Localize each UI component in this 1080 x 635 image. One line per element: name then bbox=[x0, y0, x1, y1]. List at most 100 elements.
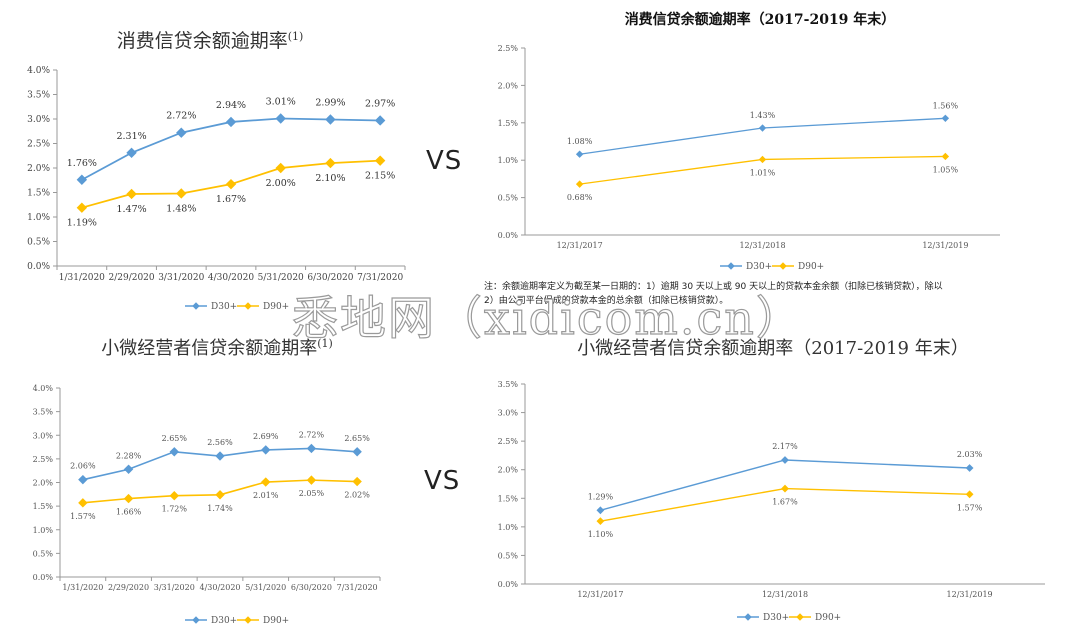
legend-marker bbox=[244, 302, 252, 310]
data-label-d90: 0.68% bbox=[567, 193, 593, 202]
data-label-d30: 1.43% bbox=[750, 111, 776, 120]
data-label-d90: 1.67% bbox=[216, 194, 246, 205]
data-label-d90: 1.10% bbox=[588, 530, 614, 539]
x-tick-label: 12/31/2019 bbox=[922, 241, 968, 250]
data-point-d90 bbox=[575, 180, 584, 188]
y-tick-label: 3.0% bbox=[498, 409, 519, 418]
chart-title-text: 小微经营者信贷余额逾期率（2017-2019 年末） bbox=[577, 338, 968, 359]
data-point-d90 bbox=[941, 152, 950, 161]
data-point-d90 bbox=[306, 475, 317, 485]
y-tick-label: 2.5% bbox=[498, 44, 519, 53]
legend-label: D30+ bbox=[211, 302, 237, 312]
legend-marker bbox=[192, 616, 200, 624]
x-tick-label: 6/30/2020 bbox=[307, 273, 353, 283]
data-point-d90 bbox=[176, 188, 187, 199]
chart-smb-2017-2019-svg: 小微经营者信贷余额逾期率（2017-2019 年末） 0.0% 0.5% 1.0% 1.… bbox=[498, 338, 1045, 623]
data-label-d90: 1.67% bbox=[772, 498, 798, 507]
legend-label: D90+ bbox=[798, 262, 824, 272]
data-point-d90 bbox=[78, 498, 88, 508]
legend-label: D30+ bbox=[746, 262, 772, 272]
y-tick-label: 2.0% bbox=[498, 81, 519, 90]
data-point-d30 bbox=[781, 456, 789, 464]
footnote-line-1: 注：余额逾期率定义为截至某一日期的：1）逾期 30 天以上或 90 天以上的贷款… bbox=[484, 282, 943, 292]
data-point-d30 bbox=[352, 447, 362, 457]
y-tick-label: 1.5% bbox=[498, 119, 519, 128]
x-tick-label: 4/30/2020 bbox=[208, 273, 254, 283]
chart-title-text: 消费信贷余额逾期率 bbox=[117, 30, 288, 52]
data-label-d90: 1.66% bbox=[116, 508, 142, 517]
y-tick-label: 3.5% bbox=[498, 380, 519, 389]
data-label-d90: 1.47% bbox=[116, 204, 146, 215]
chart-consumer-2017-2019-svg: 消费信贷余额逾期率（2017-2019 年末） 0.0% 0.5% 1.0% 1.5% 2… bbox=[498, 11, 1000, 272]
chart-title-superscript: (1) bbox=[317, 337, 333, 350]
data-point-d90 bbox=[374, 155, 386, 166]
data-point-d30 bbox=[325, 114, 336, 125]
chart-smb-2020: 小微经营者信贷余额逾期率(1) 0.0% 0.5% 1.0% 1.5% 2.0% 2.5% 3… bbox=[0, 320, 420, 635]
y-tick-label: 3.5% bbox=[27, 91, 50, 101]
y-tick-label: 4.0% bbox=[33, 384, 54, 393]
x-tick-label: 12/31/2017 bbox=[577, 590, 623, 599]
y-tick-label: 2.5% bbox=[27, 140, 50, 150]
data-label-d90: 1.05% bbox=[933, 165, 959, 174]
data-label-d90: 2.05% bbox=[299, 489, 325, 498]
data-point-d90 bbox=[596, 517, 605, 526]
chart-title: 消费信贷余额逾期率（2017-2019 年末） bbox=[625, 11, 896, 28]
data-label-d90: 2.02% bbox=[344, 491, 370, 500]
y-tick-label: 1.0% bbox=[33, 526, 54, 535]
series-line-d30 bbox=[81, 117, 381, 181]
data-label-d30: 2.69% bbox=[253, 432, 279, 441]
x-tick-label: 12/31/2018 bbox=[739, 241, 785, 250]
legend-marker bbox=[244, 616, 252, 624]
y-tick-label: 1.5% bbox=[33, 502, 54, 511]
y-tick-label: 1.5% bbox=[498, 494, 519, 503]
vs-label-top: VS bbox=[426, 146, 463, 176]
y-tick-label: 0.5% bbox=[27, 238, 50, 248]
x-tick-label: 1/31/2020 bbox=[62, 583, 103, 592]
data-label-d30: 2.03% bbox=[957, 450, 983, 459]
data-label-d30: 2.17% bbox=[772, 442, 798, 451]
chart-smb-2017-2019: 小微经营者信贷余额逾期率（2017-2019 年末） 0.0% 0.5% 1.0% 1.… bbox=[470, 320, 1070, 635]
footnote-line-2: 2）由公司平台促成的贷款本金的总余额（扣除已核销贷款）。 bbox=[484, 296, 729, 306]
chart-title-text: 小微经营者信贷余额逾期率 bbox=[101, 338, 317, 359]
x-tick-label: 4/30/2020 bbox=[199, 583, 240, 592]
y-tick-label: 3.5% bbox=[33, 408, 54, 417]
data-point-d90 bbox=[325, 157, 336, 169]
y-tick-label: 0.5% bbox=[498, 194, 519, 203]
legend-label: D30+ bbox=[763, 613, 789, 623]
x-tick-label: 12/31/2017 bbox=[557, 241, 603, 250]
x-tick-label: 5/31/2020 bbox=[258, 273, 304, 283]
data-label-d90: 2.10% bbox=[315, 173, 345, 184]
data-label-d30: 2.72% bbox=[299, 430, 325, 439]
legend-marker bbox=[744, 613, 752, 621]
y-tick-label: 3.0% bbox=[27, 115, 50, 125]
data-label-d30: 2.99% bbox=[315, 97, 345, 108]
y-tick-label: 0.5% bbox=[33, 549, 54, 558]
data-point-d30 bbox=[261, 445, 271, 455]
data-point-d30 bbox=[176, 127, 187, 138]
data-point-d30 bbox=[965, 464, 974, 472]
data-point-d30 bbox=[225, 116, 237, 128]
data-point-d90 bbox=[215, 490, 225, 500]
y-tick-label: 2.0% bbox=[27, 164, 50, 174]
chart-consumer-2020: 消费信贷余额逾期率(1) 0.0% 0.5% 1.0% 1.5% 2.0% 2.5% 3.0%… bbox=[0, 0, 420, 320]
data-point-d30 bbox=[123, 464, 134, 474]
x-tick-label: 12/31/2019 bbox=[947, 590, 993, 599]
legend-marker bbox=[796, 613, 804, 621]
data-point-d90 bbox=[123, 493, 134, 504]
data-point-d30 bbox=[215, 451, 225, 461]
y-tick-label: 0.0% bbox=[498, 231, 519, 240]
data-point-d90 bbox=[76, 202, 88, 213]
data-point-d90 bbox=[225, 178, 237, 190]
data-label-d30: 2.94% bbox=[216, 100, 246, 111]
data-label-d30: 2.28% bbox=[116, 451, 142, 460]
footnote: 注：余额逾期率定义为截至某一日期的：1）逾期 30 天以上或 90 天以上的贷款… bbox=[484, 280, 1054, 308]
data-label-d30: 1.56% bbox=[933, 101, 959, 110]
data-point-d30 bbox=[275, 113, 286, 124]
x-tick-label: 6/30/2020 bbox=[291, 583, 332, 592]
data-point-d30 bbox=[374, 115, 386, 126]
chart-title: 小微经营者信贷余额逾期率（2017-2019 年末） bbox=[577, 338, 968, 359]
data-label-d90: 2.15% bbox=[365, 171, 395, 182]
data-point-d30 bbox=[126, 147, 137, 159]
data-label-d90: 1.72% bbox=[162, 505, 188, 514]
data-point-d30 bbox=[596, 506, 605, 515]
